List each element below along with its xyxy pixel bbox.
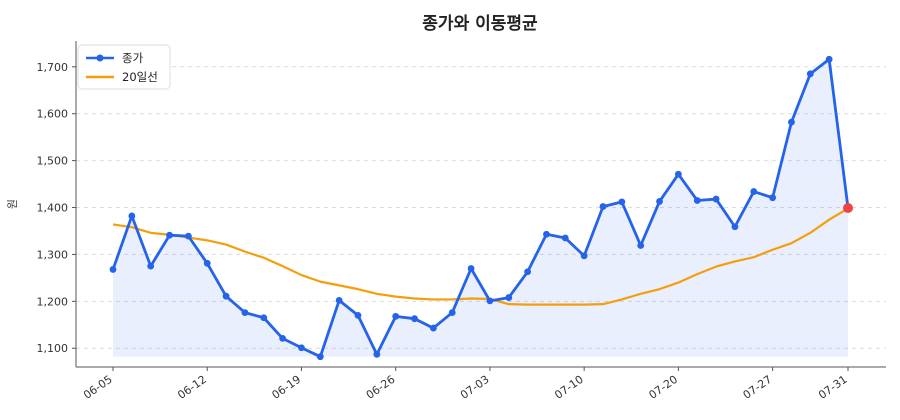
- close-point: [656, 198, 663, 205]
- close-point: [279, 334, 287, 342]
- close-point: [147, 262, 155, 270]
- close-point: [260, 314, 268, 322]
- close-point: [731, 223, 739, 231]
- close-point: [335, 296, 343, 304]
- ma20-line: [112, 207, 849, 306]
- close-point: [825, 55, 833, 63]
- close-point: [769, 194, 777, 202]
- close-point: [674, 170, 682, 178]
- x-ticks: 06-05 06-12 06-19 06-26 07-03 07-10 07-20 07-27…: [81, 367, 850, 402]
- close-point: [241, 309, 249, 316]
- close-point: [599, 203, 607, 210]
- close-point: [109, 266, 117, 273]
- close-point: [373, 350, 381, 358]
- y-ticks: 1,100 1,200 1,300 1,400 1,500 1,600 1,700: [37, 61, 76, 355]
- chart-title: 종가와 이동평균: [422, 14, 538, 34]
- last-close-point: [843, 202, 853, 213]
- close-point: [806, 70, 814, 78]
- close-point: [411, 315, 418, 323]
- close-point: [637, 242, 645, 249]
- y-tick-label: 1,200: [37, 295, 69, 308]
- close-point: [203, 259, 211, 267]
- close-point: [448, 309, 456, 316]
- close-point: [128, 212, 136, 220]
- legend: 종가 20일선: [77, 44, 171, 90]
- x-tick-label: 06-05: [81, 373, 115, 402]
- close-point: [524, 268, 532, 276]
- x-tick-label: 07-27: [741, 373, 775, 402]
- close-point: [543, 230, 550, 238]
- y-tick-label: 1,700: [37, 61, 69, 74]
- y-tick-label: 1,300: [37, 248, 69, 261]
- close-point: [486, 297, 494, 305]
- close-point: [561, 234, 569, 242]
- x-tick-label: 06-26: [364, 373, 398, 402]
- x-tick-label: 06-19: [270, 373, 304, 402]
- close-point: [222, 292, 230, 300]
- close-point: [429, 324, 437, 332]
- x-tick-label: 06-12: [175, 373, 209, 402]
- grid-lines: [76, 66, 886, 349]
- close-point: [316, 353, 324, 361]
- close-point: [166, 231, 173, 239]
- close-point: [467, 265, 475, 272]
- close-point: [392, 312, 400, 320]
- close-point: [505, 294, 513, 301]
- close-point: [693, 197, 701, 204]
- axes: [75, 41, 886, 368]
- close-point: [750, 188, 758, 195]
- close-area: [113, 59, 848, 357]
- x-tick-label: 07-20: [646, 373, 680, 402]
- close-point: [354, 312, 362, 319]
- ma20-series: [112, 207, 849, 306]
- close-point: [184, 232, 192, 240]
- y-tick-label: 1,400: [37, 202, 69, 215]
- y-tick-label: 1,100: [37, 342, 69, 355]
- x-tick-label: 07-31: [816, 373, 850, 402]
- close-point: [712, 195, 720, 203]
- x-tick-label: 07-10: [552, 373, 586, 402]
- close-point: [580, 252, 588, 260]
- legend-close-label: 종가: [122, 51, 144, 65]
- close-series: [109, 55, 853, 361]
- y-axis-label: 원: [6, 199, 19, 209]
- close-area-fill: [113, 59, 848, 357]
- close-point: [298, 344, 305, 352]
- y-tick-label: 1,500: [37, 155, 69, 168]
- x-tick-label: 07-03: [458, 373, 492, 402]
- y-tick-label: 1,600: [37, 108, 69, 121]
- legend-close-marker: [96, 54, 104, 62]
- close-point: [788, 118, 795, 126]
- close-line: [111, 57, 850, 359]
- legend-ma-label: 20일선: [122, 70, 158, 84]
- close-point: [618, 198, 626, 206]
